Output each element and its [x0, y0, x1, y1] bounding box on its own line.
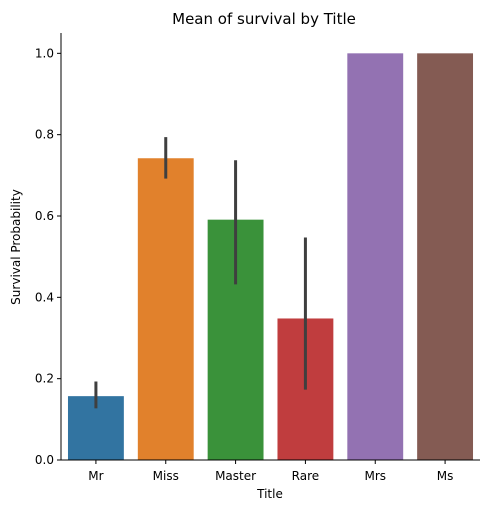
y-tick-label: 0.4 [35, 290, 54, 304]
y-tick-label: 0.8 [35, 128, 54, 142]
x-tick-label-ms: Ms [437, 469, 454, 483]
y-axis-label: Survival Probability [9, 189, 23, 305]
x-tick-label-master: Master [215, 469, 256, 483]
y-tick-label: 1.0 [35, 46, 54, 60]
bar-ms [417, 53, 474, 460]
x-tick-label-mr: Mr [88, 469, 103, 483]
x-tick-label-rare: Rare [292, 469, 319, 483]
axes-group: Mr Miss Master Rare Mrs Ms 0.0 0.2 0.4 0.6 0.8 1.0 [35, 33, 480, 483]
error-bars-group [94, 137, 307, 409]
x-tick-label-mrs: Mrs [364, 469, 386, 483]
x-axis-label: Title [256, 487, 283, 501]
chart-title: Mean of survival by Title [172, 10, 356, 28]
y-tick-label: 0.6 [35, 209, 54, 223]
y-tick-label: 0.2 [35, 372, 54, 386]
bars-group [67, 53, 474, 460]
bar-mrs [347, 53, 404, 460]
x-tick-label-miss: Miss [153, 469, 179, 483]
bar-miss [137, 158, 194, 460]
y-tick-label: 0.0 [35, 453, 54, 467]
